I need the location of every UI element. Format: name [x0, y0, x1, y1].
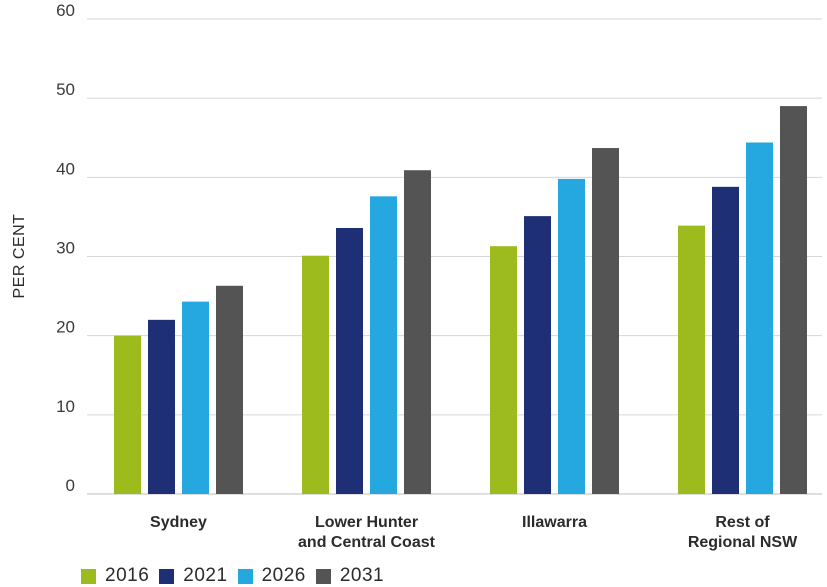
y-tick-label: 30 [56, 239, 75, 258]
legend-swatch [81, 568, 96, 584]
y-tick-label: 50 [56, 80, 75, 99]
y-tick-label: 40 [56, 159, 75, 178]
bar-2016-2 [490, 246, 517, 494]
legend-item-2021: 2021 [159, 565, 227, 587]
bar-2016-3 [678, 225, 705, 494]
bar-2031-3 [780, 106, 807, 494]
category-label: Rest of Regional NSW [688, 514, 798, 551]
bar-2021-1 [336, 228, 363, 494]
bar-chart: 0 10 20 30 40 50 60 PER CENT Sydney Lower Hunte… [11, 1, 822, 551]
y-tick-label: 0 [66, 476, 75, 495]
legend: 2016 2021 2026 2031 [81, 565, 394, 587]
legend-label: 2026 [261, 565, 306, 586]
bar-2016-1 [302, 255, 329, 494]
legend-swatch [315, 568, 331, 584]
bar-2031-1 [404, 170, 431, 495]
legend-swatch [237, 568, 253, 584]
category-label: Lower Hunter and Central Coast [298, 514, 436, 551]
legend-label: 2021 [183, 565, 228, 586]
bar-2026-0 [182, 301, 209, 494]
legend-item-2026: 2026 [237, 565, 306, 587]
category-label: Illawarra [522, 514, 587, 531]
bar-2016-0 [114, 335, 141, 494]
y-axis-tick-labels: 0 10 20 30 40 50 60 [56, 1, 75, 495]
category-label: Sydney [150, 514, 207, 531]
category-labels: Sydney Lower Hunter and Central Coast Illaw… [150, 514, 798, 551]
bars [114, 106, 807, 495]
bar-2021-2 [524, 216, 551, 494]
y-axis-label: PER CENT [11, 214, 28, 299]
legend-label: 2016 [105, 565, 150, 586]
bar-2026-3 [746, 142, 773, 494]
legend-item-2031: 2031 [315, 565, 385, 587]
legend-item-2016: 2016 [81, 565, 149, 587]
bar-2031-0 [216, 285, 243, 494]
bar-2031-2 [592, 148, 619, 494]
y-tick-label: 60 [56, 1, 75, 20]
bar-2026-2 [558, 178, 585, 494]
gridlines [87, 18, 822, 495]
legend-swatch [159, 568, 175, 584]
y-tick-label: 20 [56, 318, 75, 337]
y-tick-label: 10 [56, 397, 75, 416]
bar-2021-3 [712, 186, 739, 495]
legend-label: 2031 [339, 565, 385, 586]
bar-2021-0 [148, 319, 175, 494]
bar-2026-1 [370, 196, 397, 495]
